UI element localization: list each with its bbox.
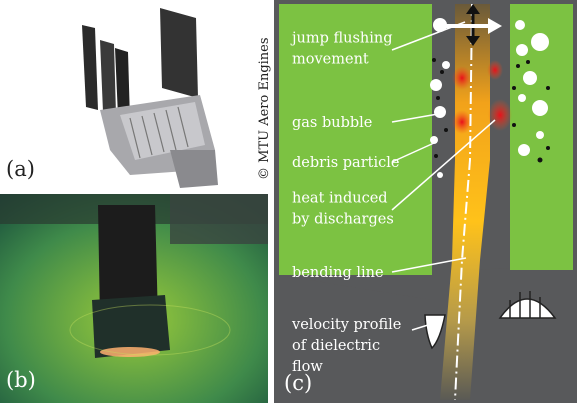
annotation: jump flushing <box>290 31 393 47</box>
sparks <box>100 347 160 357</box>
workpiece <box>92 295 170 358</box>
annotation: heat induced <box>292 191 388 207</box>
annotation: gas bubble <box>292 115 372 131</box>
panel-label: (b) <box>6 368 36 392</box>
panel-label: (a) <box>6 157 35 181</box>
annotation: bending line <box>292 265 384 281</box>
bending-line <box>454 3 473 401</box>
leader-lines <box>391 21 496 331</box>
annotation: of dielectric <box>292 338 380 354</box>
velocity-profile <box>424 314 446 350</box>
electrode <box>440 4 490 400</box>
annotation: by discharges <box>292 212 394 228</box>
gas-bubbles <box>430 18 549 178</box>
copyright: © MTU Aero Engines <box>257 37 272 180</box>
annotation: velocity profile <box>291 317 401 333</box>
annotation: movement <box>292 52 369 68</box>
panel-b: (b) <box>0 194 268 403</box>
annotation: debris particle <box>292 155 399 171</box>
electrode <box>98 205 158 320</box>
panel-label: (c) <box>284 371 312 395</box>
panel-c: jump flushing movement gas bubble debris pa… <box>274 0 577 403</box>
debris-particles <box>432 58 550 163</box>
blade-part <box>82 8 218 188</box>
panel-a: (a) <box>0 0 268 190</box>
annotation: flow <box>292 359 323 375</box>
